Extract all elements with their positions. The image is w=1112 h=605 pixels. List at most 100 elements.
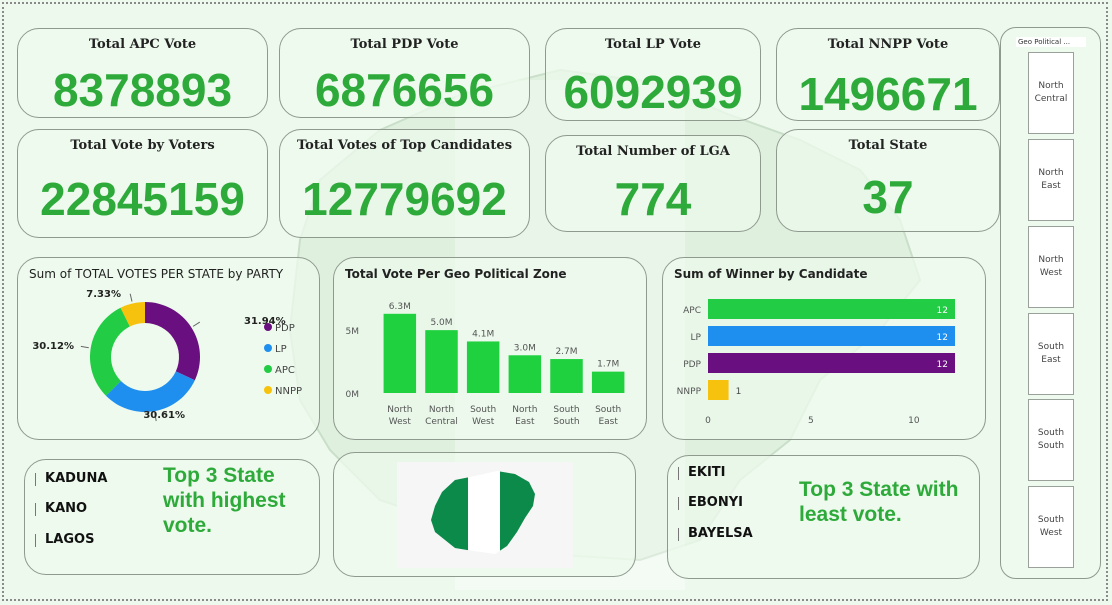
party-share-chart-card: Sum of TOTAL VOTES PER STATE by PARTY <box>17 257 320 440</box>
kpi-value: 6876656 <box>314 64 495 116</box>
kpi-value: 37 <box>862 171 914 223</box>
y-tick-label: LP <box>691 333 702 343</box>
chart-title: Sum of TOTAL VOTES PER STATE by PARTY <box>29 267 284 281</box>
kpi-card-nnpp: Total NNPP Vote 1496671 <box>776 28 1000 121</box>
x-tick-label: East <box>515 417 535 427</box>
x-tick-label: North <box>512 405 537 415</box>
x-tick-label: 0 <box>705 416 711 426</box>
donut-leader-line <box>192 321 201 327</box>
slicer-item-north-central[interactable]: North Central <box>1028 52 1074 134</box>
slicer-header: Geo Political ... <box>1016 37 1086 47</box>
kpi-title: Total LP Vote <box>604 37 702 52</box>
kpi-value: 22845159 <box>40 173 245 225</box>
y-tick-label: PDP <box>683 360 701 370</box>
party-share-donut-chart: 31.94% 30.61% 30.12% 7.33% PDP LP APC NNPP <box>32 289 302 422</box>
kpi-card-lga: Total Number of LGA 774 <box>545 135 761 232</box>
kpi-title: Total APC Vote <box>88 37 197 52</box>
zone-bar[interactable] <box>591 371 625 393</box>
zone-vote-bar-chart: 0M 5M 6.3M North West 5.0M North Central 4.1M Sou… <box>346 302 625 427</box>
kpi-card-apc: Total APC Vote 8378893 <box>17 28 268 118</box>
y-tick-label: APC <box>683 306 701 316</box>
zone-bar[interactable] <box>383 313 417 393</box>
donut-data-label: 7.33% <box>86 289 121 300</box>
bar-data-label: 5.0M <box>430 318 452 328</box>
bar-data-label: 2.7M <box>555 347 577 357</box>
x-tick-label: North <box>429 405 454 415</box>
zone-bar[interactable] <box>425 330 458 393</box>
state-list-item[interactable]: EBONYI <box>678 495 743 510</box>
zone-bar[interactable] <box>466 341 500 393</box>
bar-data-label: 1.7M <box>597 360 619 370</box>
slicer-item-north-east[interactable]: North East <box>1028 139 1074 221</box>
x-tick-label: South <box>553 417 579 427</box>
winner-bar-apc[interactable] <box>708 299 955 319</box>
slicer-item-north-west[interactable]: North West <box>1028 226 1074 308</box>
winner-chart-card: Sum of Winner by Candidate <box>662 257 986 440</box>
state-list-item[interactable]: KANO <box>35 501 87 516</box>
flag-map-card <box>333 452 636 577</box>
x-tick-label: 5 <box>808 416 814 426</box>
x-tick-label: North <box>387 405 412 415</box>
donut-data-label: 30.12% <box>32 341 74 352</box>
legend-label[interactable]: APC <box>275 365 295 376</box>
donut-slice-lp[interactable] <box>105 371 195 412</box>
kpi-value: 8378893 <box>52 64 233 116</box>
legend-marker-apc <box>264 365 272 373</box>
x-tick-label: West <box>472 417 495 427</box>
kpi-value: 6092939 <box>563 66 743 118</box>
state-list-item[interactable]: BAYELSA <box>678 526 753 541</box>
bar-data-label: 4.1M <box>472 329 494 339</box>
x-tick-label: Central <box>425 417 458 427</box>
least-states-card: EKITI EBONYI BAYELSA Top 3 State with le… <box>667 455 980 579</box>
least-states-note: Top 3 State with least vote. <box>799 478 959 526</box>
kpi-title: Total Number of LGA <box>576 144 730 159</box>
kpi-value: 774 <box>614 173 692 225</box>
slicer-item-south-south[interactable]: South South <box>1028 399 1074 481</box>
slicer-item-south-east[interactable]: South East <box>1028 313 1074 395</box>
state-list-item[interactable]: EKITI <box>678 465 726 480</box>
slicer-item-south-west[interactable]: South West <box>1028 486 1074 568</box>
y-tick-label: NNPP <box>677 387 702 397</box>
legend-label[interactable]: LP <box>275 344 287 355</box>
kpi-title: Total Vote by Voters <box>70 138 215 153</box>
donut-slice-nnpp[interactable] <box>120 302 145 327</box>
bar-data-label: 12 <box>937 306 948 316</box>
donut-data-label: 31.94% <box>244 316 286 327</box>
kpi-title: Total PDP Vote <box>350 37 459 52</box>
chart-title: Total Vote Per Geo Political Zone <box>345 267 567 281</box>
bar-data-label: 12 <box>937 360 948 370</box>
zone-bar[interactable] <box>508 355 542 393</box>
x-tick-label: South <box>595 405 621 415</box>
winner-bar-nnpp[interactable] <box>708 380 729 400</box>
kpi-card-lp: Total LP Vote 6092939 <box>545 28 761 121</box>
top-states-note: Top 3 State with highest vote. <box>163 464 286 537</box>
legend-label[interactable]: PDP <box>275 323 295 334</box>
x-tick-label: West <box>389 417 412 427</box>
kpi-card-total-voters: Total Vote by Voters 22845159 <box>17 129 268 238</box>
kpi-card-pdp: Total PDP Vote 6876656 <box>279 28 530 118</box>
chart-title: Sum of Winner by Candidate <box>674 267 868 281</box>
kpi-value: 12779692 <box>302 173 507 225</box>
winner-bar-pdp[interactable] <box>708 353 955 373</box>
bar-data-label: 12 <box>937 333 948 343</box>
kpi-title: Total NNPP Vote <box>827 37 949 52</box>
legend-marker-lp <box>264 344 272 352</box>
zone-bar[interactable] <box>550 359 583 393</box>
donut-leader-line <box>129 293 133 302</box>
donut-slice-apc[interactable] <box>89 307 130 396</box>
winner-bar-lp[interactable] <box>708 326 955 346</box>
nigeria-flag-map-image <box>397 462 573 568</box>
bar-data-label: 3.0M <box>514 343 536 353</box>
kpi-title: Total State <box>848 138 928 153</box>
legend-label[interactable]: NNPP <box>275 386 302 397</box>
y-tick-label: 0M <box>346 390 360 400</box>
state-list-item[interactable]: LAGOS <box>35 532 94 547</box>
state-list-item[interactable]: KADUNA <box>35 471 107 486</box>
y-tick-label: 5M <box>346 327 360 337</box>
kpi-value: 1496671 <box>798 68 978 120</box>
kpi-card-top-candidates: Total Votes of Top Candidates 12779692 <box>279 129 530 238</box>
kpi-card-states: Total State 37 <box>776 129 1000 232</box>
donut-slice-pdp[interactable] <box>145 302 201 381</box>
